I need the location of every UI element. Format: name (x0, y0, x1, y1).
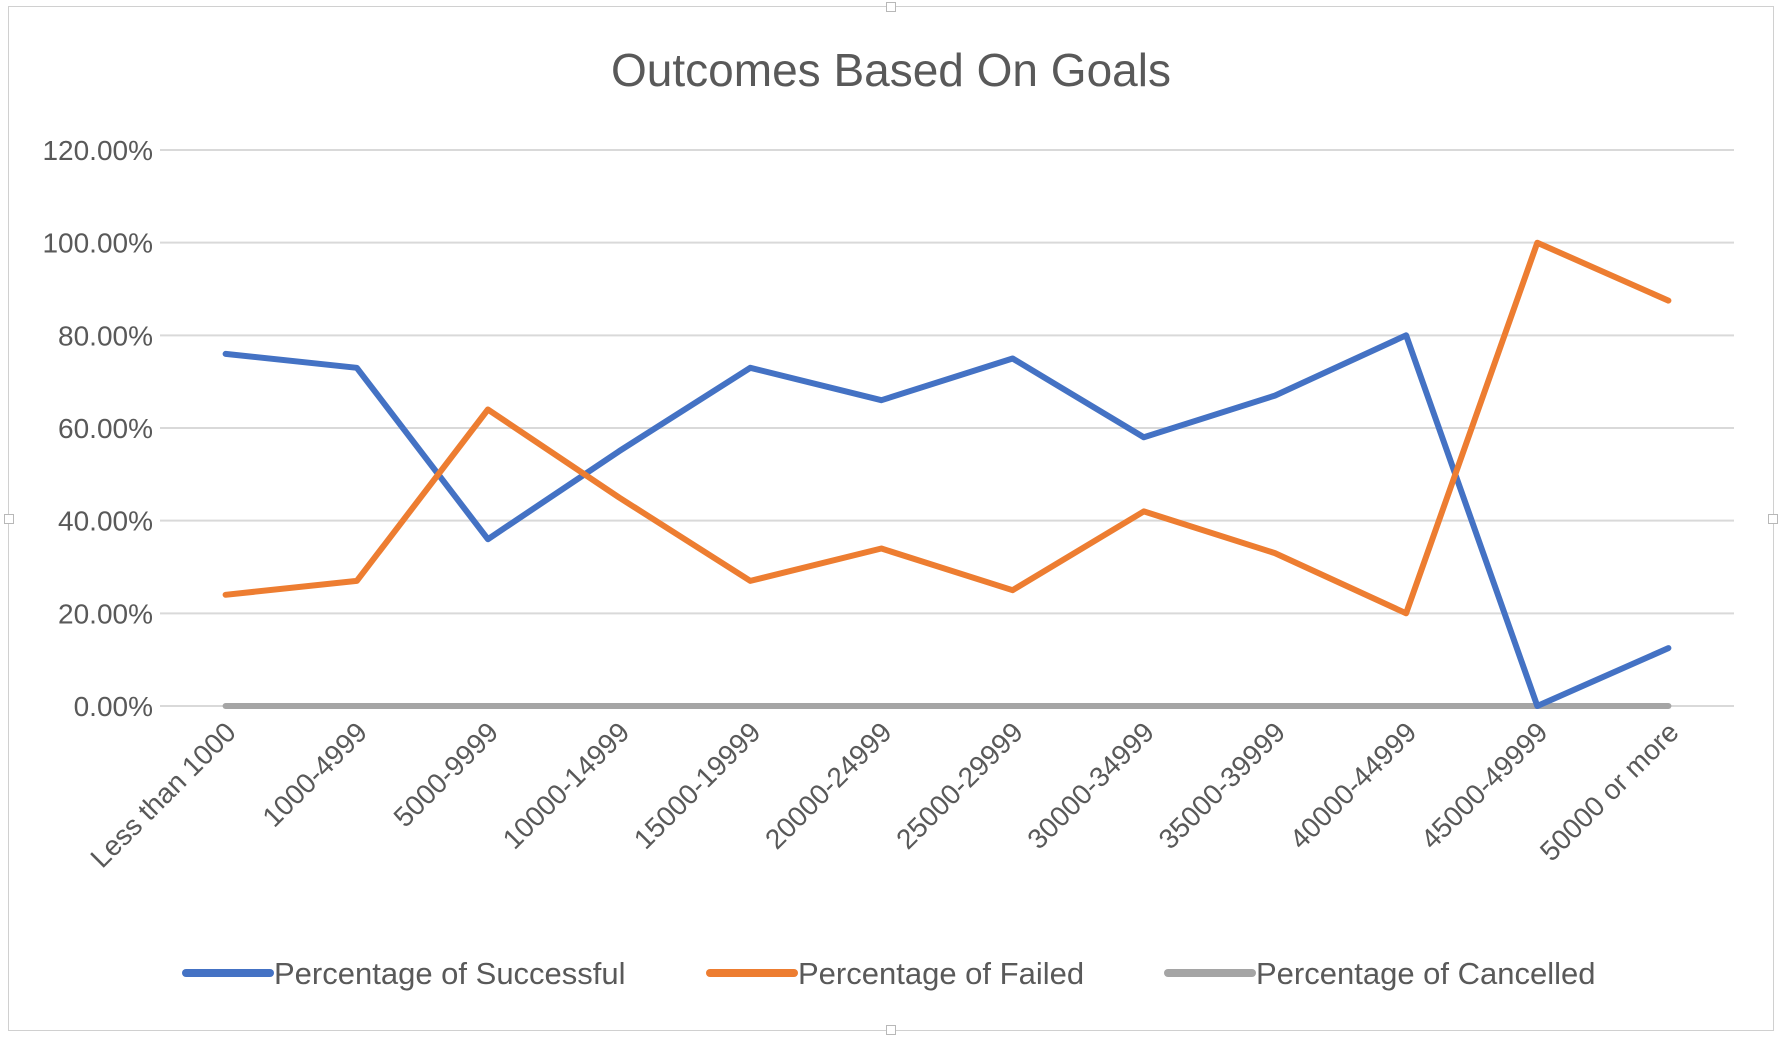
legend-label: Percentage of Successful (274, 956, 626, 991)
resize-handle-left[interactable] (4, 514, 14, 524)
x-tick-label: 5000-9999 (388, 716, 505, 833)
y-axis-tick-labels: 0.00% 20.00% 40.00% 60.00% 80.00% 100.00% 120.… (42, 135, 153, 722)
chart-title: Outcomes Based On Goals (611, 44, 1171, 96)
resize-handle-right[interactable] (1768, 514, 1778, 524)
x-tick-label: 10000-14999 (497, 716, 636, 855)
y-tick-label: 20.00% (58, 598, 153, 629)
legend: Percentage of Successful Percentage of Fa… (182, 956, 1596, 991)
y-tick-label: 40.00% (58, 506, 153, 537)
x-tick-label: 15000-19999 (628, 716, 767, 855)
y-tick-label: 60.00% (58, 413, 153, 444)
chart-area[interactable] (4, 2, 1778, 1035)
x-tick-label: 25000-29999 (890, 716, 1029, 855)
x-tick-label: 35000-39999 (1153, 716, 1292, 855)
x-tick-label: 20000-24999 (759, 716, 898, 855)
x-tick-label: 30000-34999 (1021, 716, 1160, 855)
gridlines (160, 149, 1734, 707)
x-tick-label: 50000 or more (1534, 716, 1685, 867)
series-line-0 (222, 332, 1672, 709)
y-tick-label: 0.00% (74, 691, 153, 722)
x-axis-tick-labels: Less than 1000 1000-4999 5000-999910000-14… (84, 716, 1684, 873)
y-tick-label: 120.00% (42, 135, 153, 166)
series-line-1 (222, 239, 1672, 617)
series-lines (222, 239, 1672, 709)
x-tick-label: Less than 1000 (84, 716, 241, 873)
y-tick-label: 100.00% (42, 228, 153, 259)
y-tick-label: 80.00% (58, 320, 153, 351)
x-tick-label: 1000-4999 (256, 716, 373, 833)
x-tick-label: 40000-44999 (1284, 716, 1423, 855)
resize-handle-bottom[interactable] (886, 1025, 896, 1035)
x-tick-label: 45000-49999 (1415, 716, 1554, 855)
legend-label: Percentage of Failed (798, 956, 1084, 991)
legend-label: Percentage of Cancelled (1256, 956, 1596, 991)
resize-handle-top[interactable] (886, 2, 896, 12)
